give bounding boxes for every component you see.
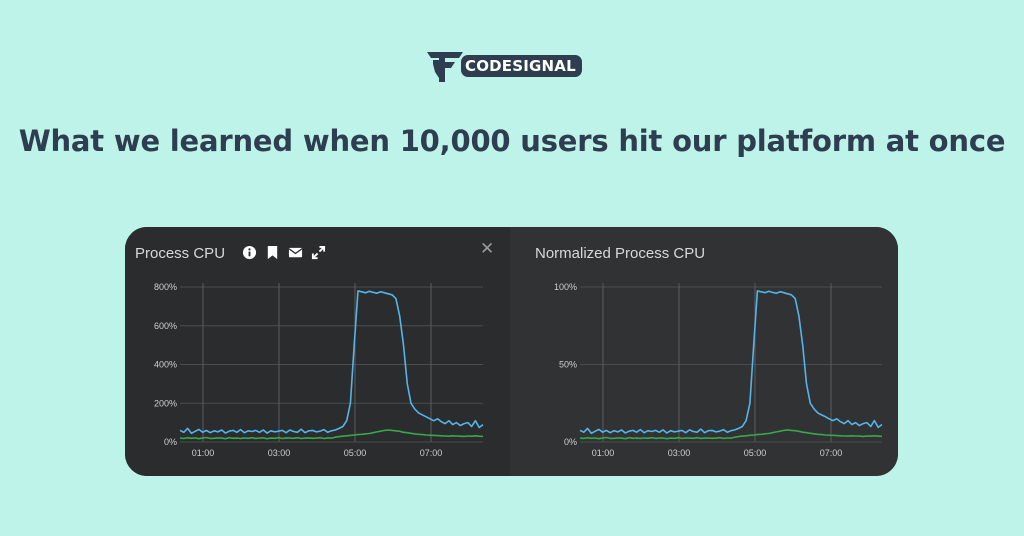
y-tick-label: 0% <box>164 437 177 447</box>
chart-toolbar <box>242 245 326 260</box>
y-tick-label: 0% <box>564 437 577 447</box>
series-line <box>579 429 883 440</box>
y-tick-label: 600% <box>154 321 177 331</box>
x-tick-label: 03:00 <box>268 448 291 458</box>
normalized-cpu-panel: Normalized Process CPU 0% 50% 100% 01:00 03:… <box>510 227 898 476</box>
chart-title: Process CPU <box>135 245 226 262</box>
series-line <box>179 290 484 435</box>
chart-title: Normalized Process CPU <box>535 245 706 262</box>
envelope-icon[interactable] <box>288 245 303 260</box>
x-tick-label: 05:00 <box>744 448 767 458</box>
x-tick-label: 07:00 <box>820 448 843 458</box>
x-tick-label: 01:00 <box>592 448 615 458</box>
x-tick-label: 05:00 <box>344 448 367 458</box>
page-headline: What we learned when 10,000 users hit ou… <box>18 124 1006 158</box>
expand-icon[interactable] <box>311 245 326 260</box>
brand-name: CODESIGNAL <box>461 55 582 77</box>
close-icon[interactable]: ✕ <box>480 239 495 259</box>
y-tick-label: 800% <box>154 282 177 292</box>
y-tick-label: 400% <box>154 360 177 370</box>
bookmark-icon[interactable] <box>265 245 280 260</box>
normalized-cpu-chart: 0% 50% 100% 01:00 03:00 05:00 07:00 <box>554 282 883 458</box>
x-tick-label: 07:00 <box>420 448 443 458</box>
codesignal-logo-icon <box>427 52 463 82</box>
x-tick-label: 03:00 <box>668 448 691 458</box>
process-cpu-chart: 0% 200% 400% 600% 800% 01:00 03:00 05:00 07:00 <box>154 282 484 458</box>
series-line <box>179 429 484 440</box>
y-tick-label: 200% <box>154 398 177 408</box>
y-tick-label: 100% <box>554 282 577 292</box>
info-icon[interactable] <box>242 245 257 260</box>
dashboard-card: Process CPU ✕ 0% 200% 400% 600% 800% 01:00 03:… <box>125 227 898 476</box>
process-cpu-panel: Process CPU ✕ 0% 200% 400% 600% 800% 01:00 03:… <box>125 227 510 476</box>
codesignal-logo: CODESIGNAL <box>425 48 582 84</box>
series-line <box>579 290 883 435</box>
x-tick-label: 01:00 <box>192 448 215 458</box>
y-tick-label: 50% <box>559 360 577 370</box>
